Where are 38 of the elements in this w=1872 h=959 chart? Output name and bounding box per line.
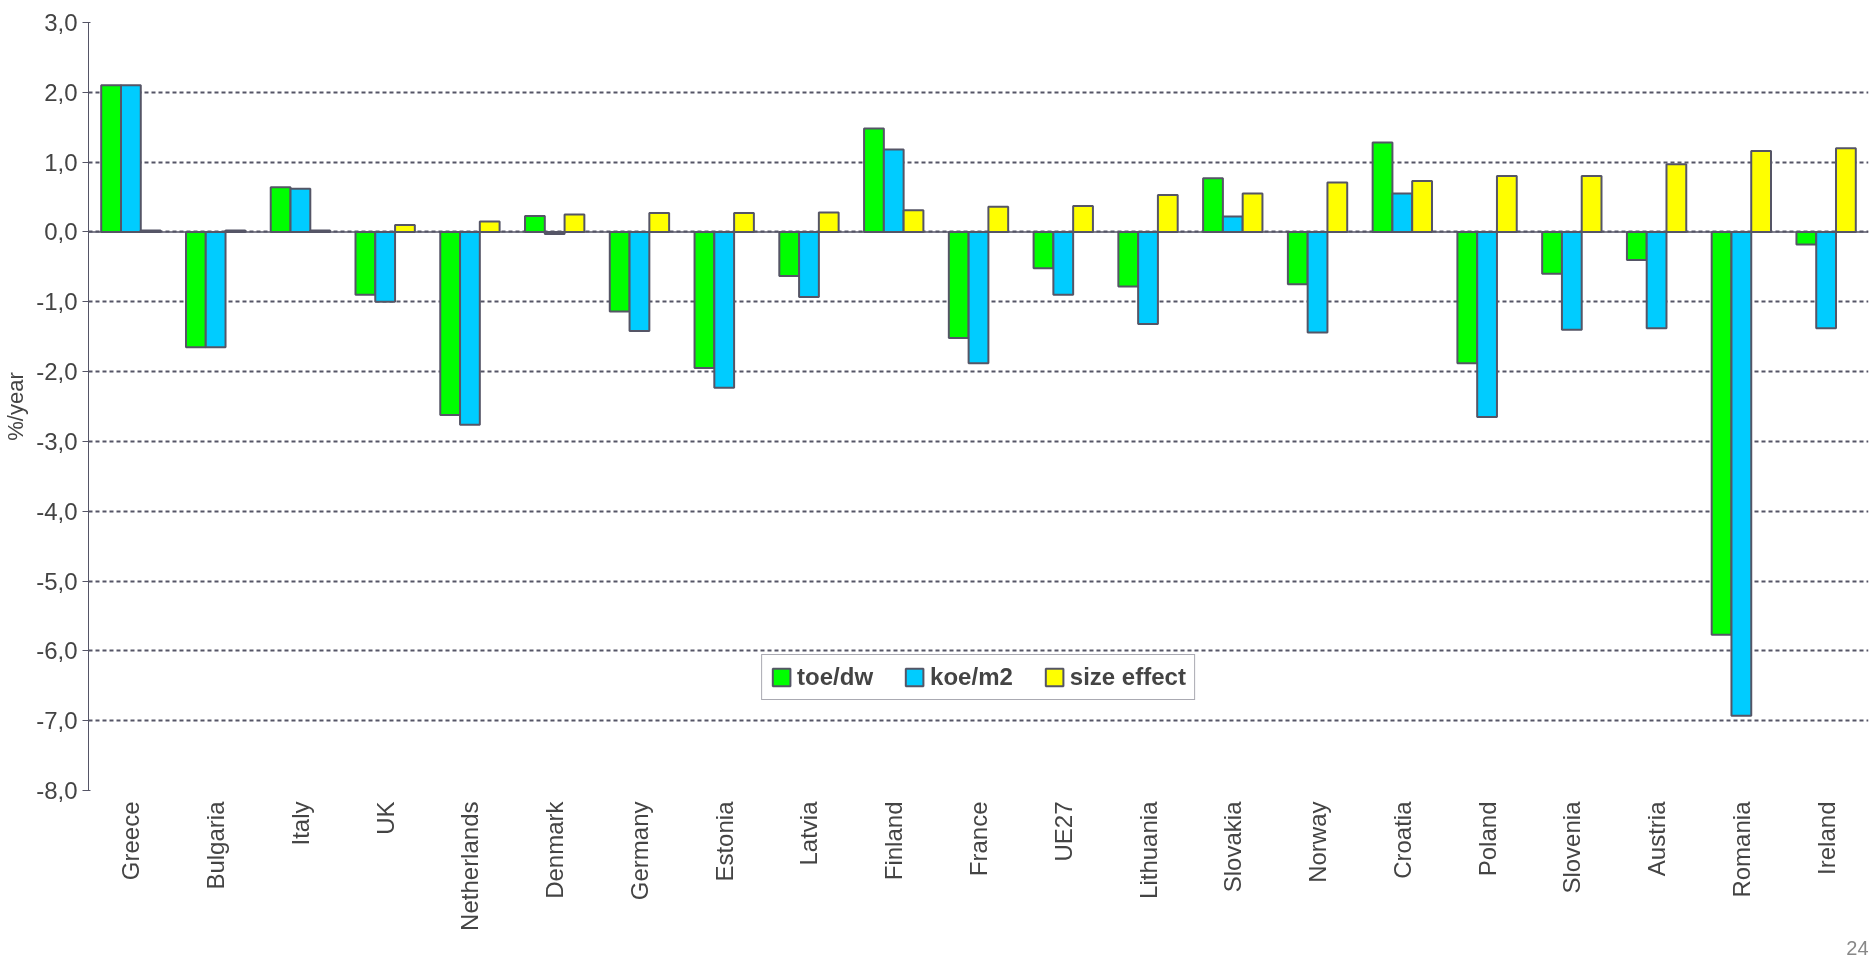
x-tick-label: UE27 bbox=[1049, 801, 1077, 862]
y-tick-label: 2,0 bbox=[44, 78, 78, 106]
y-tick-label: 3,0 bbox=[44, 9, 78, 36]
x-tick-label: Slovakia bbox=[1219, 800, 1247, 893]
y-tick-label: -5,0 bbox=[36, 567, 78, 595]
y-tick-label: -3,0 bbox=[36, 427, 78, 455]
x-tick-label: Bulgaria bbox=[202, 800, 230, 890]
y-tick-label: -2,0 bbox=[36, 358, 78, 386]
x-tick-label: Greece bbox=[117, 801, 145, 881]
x-tick-label: France bbox=[965, 801, 992, 877]
x-tick-label: Netherlands bbox=[456, 801, 484, 931]
x-tick-label: Denmark bbox=[541, 800, 569, 899]
x-tick-label: Italy bbox=[286, 801, 314, 846]
text: 24 bbox=[1846, 936, 1869, 959]
y-tick-label: -1,0 bbox=[36, 288, 78, 316]
y-tick-label: -4,0 bbox=[36, 497, 78, 525]
y-axis-title: %/year bbox=[3, 372, 29, 441]
legend-label: size effect bbox=[1069, 663, 1186, 691]
x-tick-label: Lithuania bbox=[1134, 800, 1162, 899]
x-tick-label: Finland bbox=[880, 801, 908, 881]
x-tick-label: Ireland bbox=[1812, 801, 1840, 875]
x-tick-label: Poland bbox=[1473, 801, 1501, 877]
x-tick-label: Slovenia bbox=[1558, 800, 1586, 894]
x-tick-label: UK bbox=[371, 801, 399, 835]
legend-label: toe/dw bbox=[797, 663, 874, 691]
x-tick-label: Croatia bbox=[1388, 800, 1416, 879]
x-tick-label: Germany bbox=[625, 801, 653, 901]
y-tick-label: -6,0 bbox=[36, 637, 78, 665]
legend-label: koe/m2 bbox=[930, 663, 1013, 691]
x-tick-label: Norway bbox=[1304, 801, 1332, 883]
x-tick-label: Austria bbox=[1643, 800, 1671, 877]
y-tick-label: 0,0 bbox=[44, 218, 78, 246]
x-tick-label: Latvia bbox=[795, 800, 823, 866]
y-tick-label: 1,0 bbox=[44, 148, 78, 176]
x-tick-label: Romania bbox=[1727, 800, 1755, 898]
y-tick-label: -7,0 bbox=[36, 707, 78, 735]
y-tick-label: -8,0 bbox=[36, 777, 78, 804]
x-tick-label: Estonia bbox=[710, 800, 738, 882]
